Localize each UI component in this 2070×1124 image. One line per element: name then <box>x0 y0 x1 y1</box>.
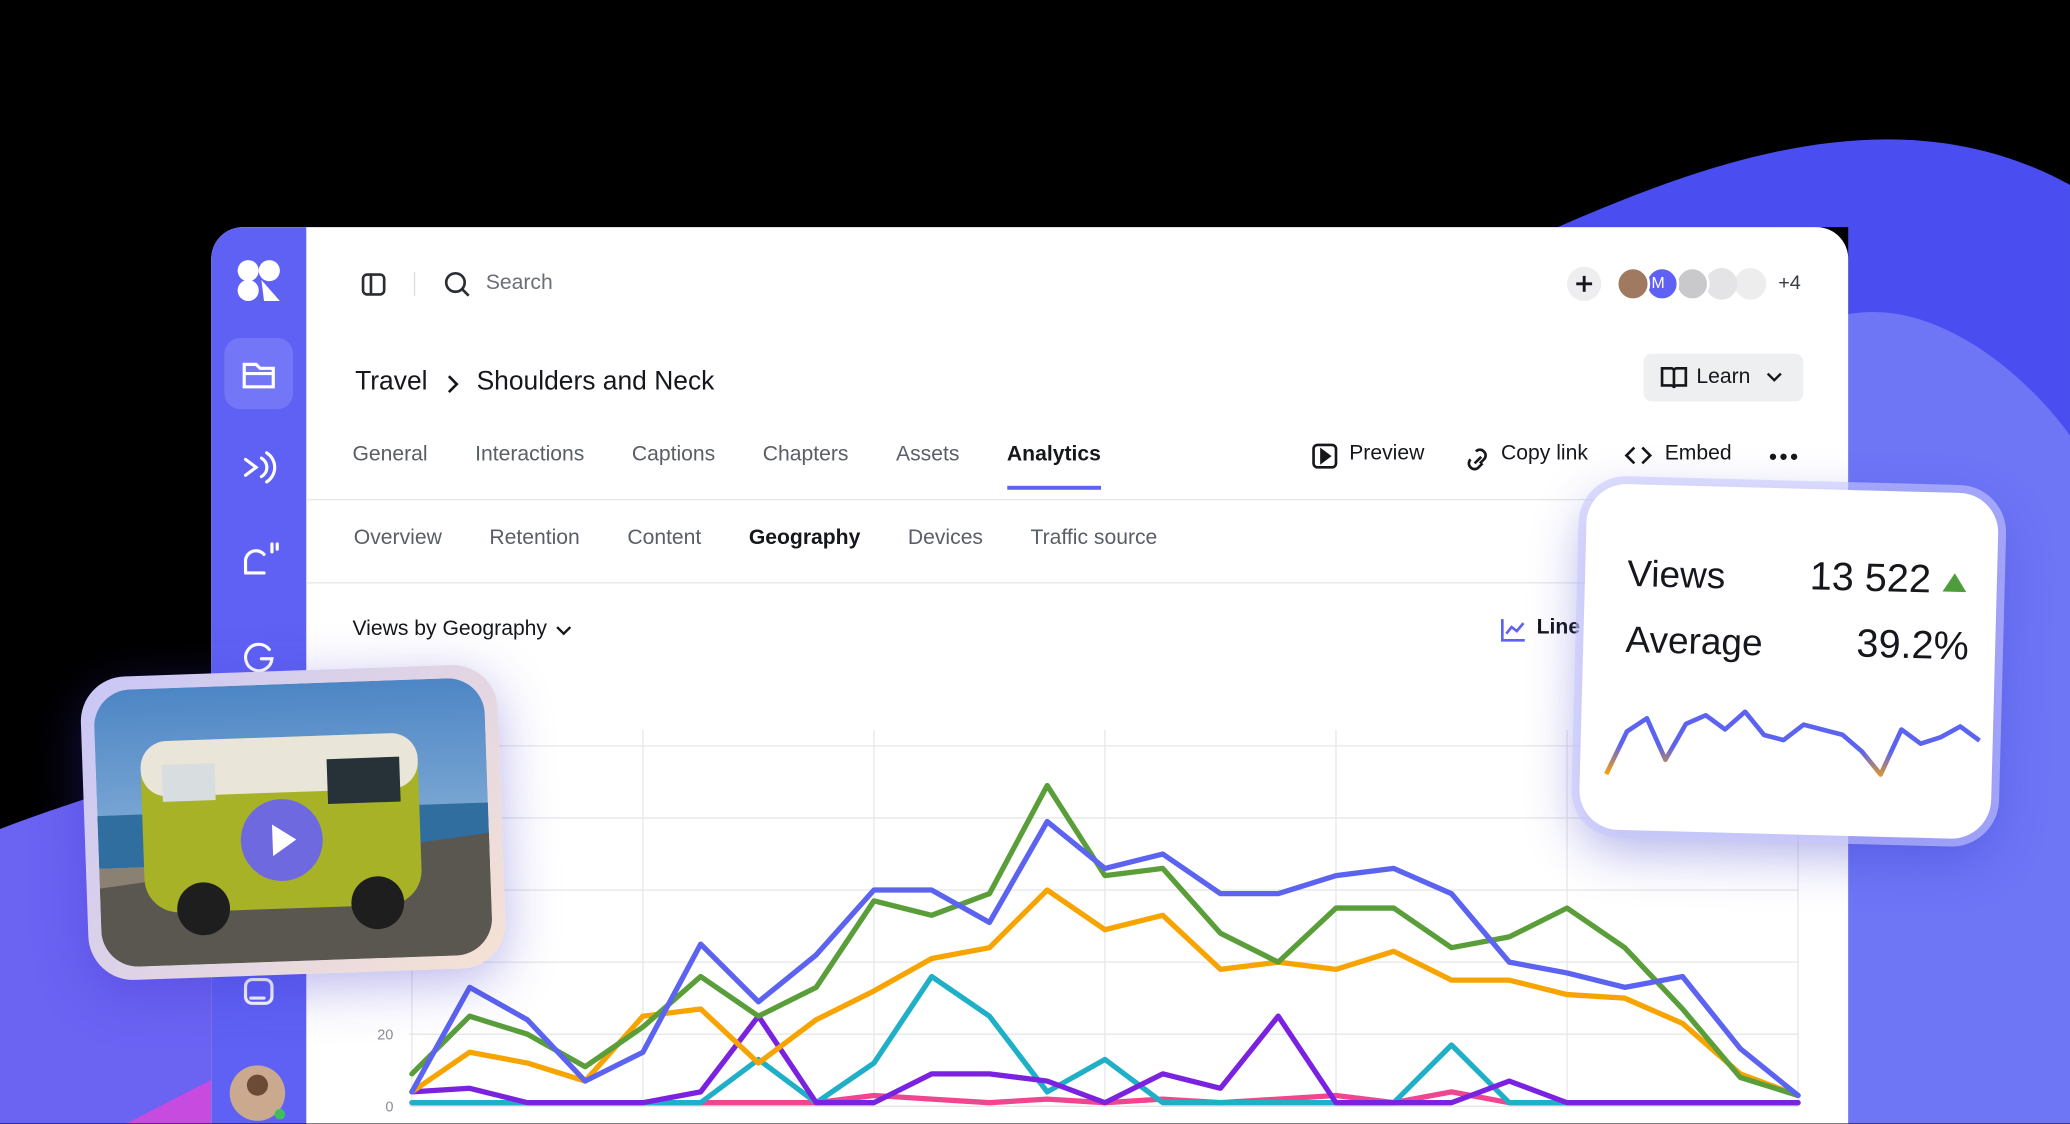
sparkline <box>1604 709 1981 777</box>
book-icon <box>1660 367 1688 389</box>
sidebar-icons <box>224 260 294 1121</box>
stats-card: Views 13 522 Average 39.2% <box>1578 483 2000 840</box>
subtab[interactable]: Content <box>627 526 702 550</box>
subtabs: Overview Retention Content Geography Devices… <box>354 527 1157 569</box>
tab[interactable]: Interactions <box>475 443 585 467</box>
tabs: General Interactions Captions Chapters Asset… <box>352 443 1101 490</box>
views-value: 13 522 <box>1809 554 1932 602</box>
subtab[interactable]: Devices <box>907 526 983 550</box>
breadcrumb-chevron <box>447 375 459 394</box>
chart-type-toggle[interactable]: Line <box>1536 616 1581 639</box>
subtab[interactable]: Traffic source <box>1030 526 1158 550</box>
series-line <box>409 1013 1801 1106</box>
tab[interactable]: General <box>352 443 428 467</box>
series-line <box>409 818 1801 1099</box>
breadcrumb-parent[interactable]: Travel <box>355 367 428 397</box>
video-thumbnail <box>92 677 494 968</box>
average-label: Average <box>1625 618 1764 664</box>
extra-collaborators[interactable]: +4 <box>1778 271 1801 295</box>
subtab[interactable]: Geography <box>748 526 861 550</box>
embed-action[interactable]: Embed <box>1664 442 1732 465</box>
y-tick-label: 20 <box>377 1027 393 1043</box>
tab[interactable]: Analytics <box>1006 444 1101 490</box>
tab[interactable]: Assets <box>896 443 960 467</box>
line-chart-icon <box>1501 619 1525 642</box>
breadcrumb-current: Shoulders and Neck <box>476 367 715 397</box>
average-value: 39.2% <box>1855 622 1970 669</box>
views-label: Views <box>1626 552 1726 597</box>
series-line <box>409 887 1801 1099</box>
subtab[interactable]: Retention <box>489 526 580 550</box>
title-chevron <box>556 626 572 636</box>
series-line <box>409 782 1801 1099</box>
subtab[interactable]: Overview <box>353 526 442 550</box>
learn-label: Learn <box>1696 365 1751 389</box>
top-bar-icons <box>361 266 1767 301</box>
trend-up <box>1942 573 1967 593</box>
video-card[interactable] <box>79 663 507 982</box>
divider <box>306 499 1849 501</box>
chart-title[interactable]: Views by Geography <box>352 617 547 641</box>
avatar-initial: M <box>1651 273 1665 292</box>
preview-action[interactable]: Preview <box>1349 442 1425 465</box>
learn-button[interactable]: Learn <box>1643 353 1804 402</box>
y-tick-label: 0 <box>385 1100 393 1116</box>
tab[interactable]: Chapters <box>762 443 849 467</box>
learn-chevron <box>1766 372 1782 382</box>
tab[interactable]: Captions <box>631 443 716 467</box>
divider <box>306 582 1849 584</box>
copy-link-action[interactable]: Copy link <box>1501 442 1588 465</box>
action-icons <box>1312 443 1798 471</box>
sparkline-line <box>1604 709 1981 777</box>
search-input[interactable]: Search <box>485 271 553 295</box>
